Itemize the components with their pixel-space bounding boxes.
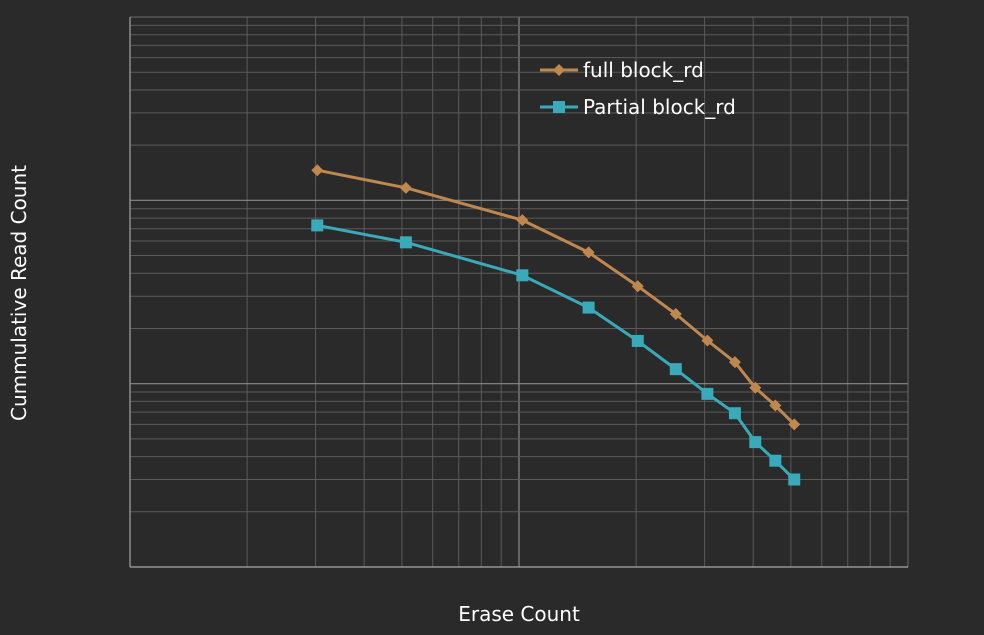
series-layer <box>311 164 801 486</box>
data-point-marker <box>516 214 529 227</box>
legend-marker <box>553 64 565 76</box>
legend-label: Partial block_rd <box>583 95 736 119</box>
data-point-marker <box>631 280 644 293</box>
data-point-marker <box>749 436 762 449</box>
data-point-marker <box>582 246 595 259</box>
data-point-marker <box>788 418 801 431</box>
data-point-marker <box>728 407 741 420</box>
data-point-marker <box>311 219 324 232</box>
legend-marker <box>553 101 565 113</box>
data-point-marker <box>769 454 782 467</box>
data-point-marker <box>788 473 801 486</box>
data-point-marker <box>399 236 412 249</box>
data-point-marker <box>582 301 595 314</box>
x-axis-label: Erase Count <box>458 602 580 626</box>
data-point-marker <box>701 334 714 347</box>
series-2 <box>311 219 801 486</box>
data-point-marker <box>701 387 714 400</box>
data-point-marker <box>728 356 741 369</box>
legend-label: full block_rd <box>583 58 704 82</box>
data-point-marker <box>669 363 682 376</box>
data-point-marker <box>311 164 324 177</box>
y-axis-label: Cummulative Read Count <box>7 165 31 421</box>
data-point-marker <box>516 269 529 282</box>
data-point-marker <box>749 381 762 394</box>
series-1 <box>311 164 801 431</box>
data-point-marker <box>769 399 782 412</box>
data-point-marker <box>631 334 644 347</box>
data-point-marker <box>669 307 682 320</box>
legend: full block_rd Partial block_rd <box>540 58 736 119</box>
data-point-marker <box>399 181 412 194</box>
